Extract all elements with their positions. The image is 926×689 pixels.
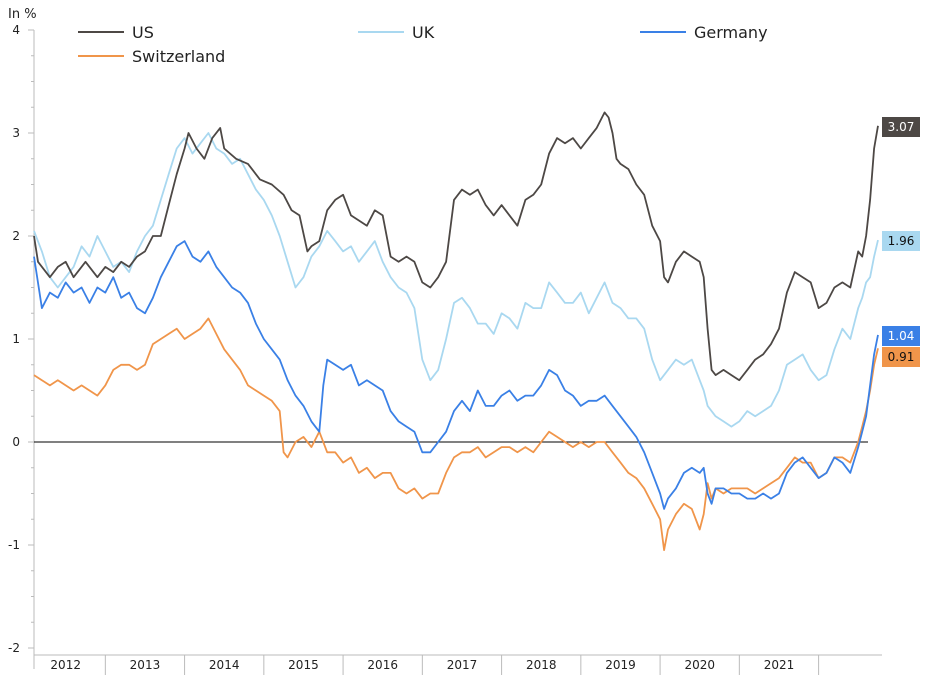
- end-labels: 3.07 1.96 1.04 0.91: [882, 117, 920, 367]
- x-tick-label: 2014: [209, 658, 240, 672]
- end-label-box-us: [882, 117, 920, 137]
- x-tick-label: 2019: [605, 658, 636, 672]
- x-tick-label: 2015: [288, 658, 319, 672]
- y-tick-label: -1: [8, 538, 20, 552]
- y-tick-label: 0: [12, 435, 20, 449]
- y-tick-label: -2: [8, 641, 20, 655]
- end-label-switzerland: 0.91: [888, 350, 915, 364]
- series-lines: [33, 111, 879, 551]
- end-label-box-switzerland: [882, 347, 920, 367]
- x-tick-label: 2012: [50, 658, 81, 672]
- axes: 4 3 2 1 0 -1 -2 2012 2013 2014 2015 2016 2017 2018 201…: [8, 23, 882, 675]
- series-line-us: [33, 111, 879, 382]
- legend: US UK Germany Switzerland: [78, 23, 768, 66]
- x-tick-label: 2017: [447, 658, 478, 672]
- x-tick-label: 2016: [367, 658, 398, 672]
- y-tick-label: 2: [12, 229, 20, 243]
- x-tick-label: 2018: [526, 658, 557, 672]
- y-tick-label: 3: [12, 126, 20, 140]
- end-label-box-germany: [882, 326, 920, 346]
- x-tick-label: 2021: [764, 658, 795, 672]
- x-tick-label: 2013: [130, 658, 161, 672]
- series-line-uk: [33, 132, 879, 428]
- y-tick-label: 4: [12, 23, 20, 37]
- legend-label-us: US: [132, 23, 154, 42]
- legend-label-switzerland: Switzerland: [132, 47, 225, 66]
- end-label-box-uk: [882, 231, 920, 251]
- series-line-germany: [33, 240, 879, 510]
- end-label-us: 3.07: [888, 120, 915, 134]
- end-label-uk: 1.96: [888, 234, 915, 248]
- series-line-switzerland: [33, 317, 879, 551]
- x-tick-label: 2020: [684, 658, 715, 672]
- legend-label-germany: Germany: [694, 23, 768, 42]
- end-label-germany: 1.04: [888, 329, 915, 343]
- y-axis-label: In %: [8, 7, 37, 22]
- legend-label-uk: UK: [412, 23, 435, 42]
- y-tick-label: 1: [12, 332, 20, 346]
